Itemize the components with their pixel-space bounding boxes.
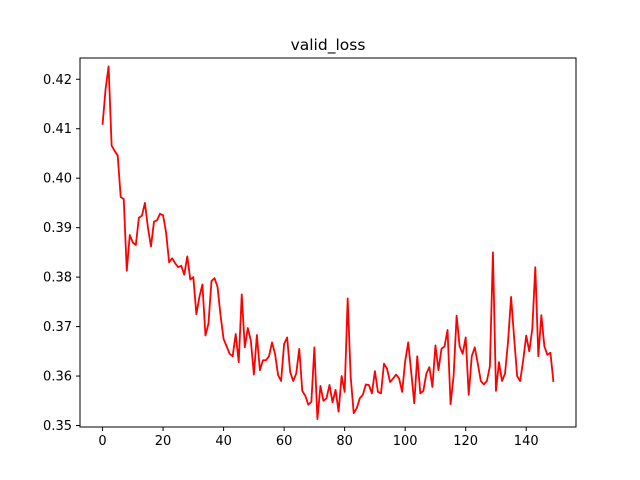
y-axis: 0.35 0.36 0.37 0.38 0.39 0.40 0.41 0.42 [43,73,80,434]
y-tick-label: 0.41 [43,122,72,137]
x-tick-label: 20 [155,434,172,449]
y-tick-label: 0.38 [43,271,72,286]
x-tick-label: 100 [393,434,418,449]
x-axis: 0 20 40 60 80 100 120 140 [98,427,539,449]
chart-title: valid_loss [291,36,366,55]
x-tick-label: 120 [453,434,478,449]
plot-area [101,65,555,420]
x-tick-label: 40 [215,434,232,449]
y-tick-label: 0.35 [43,419,72,434]
x-tick-label: 80 [336,434,353,449]
x-tick-label: 60 [276,434,293,449]
x-tick-label: 140 [514,434,539,449]
axes-frame [79,57,577,428]
y-tick-label: 0.37 [43,320,72,335]
y-tick-label: 0.42 [43,73,72,88]
series-line [101,65,555,420]
y-tick-label: 0.40 [43,172,72,187]
x-tick-label: 0 [98,434,106,449]
y-tick-label: 0.39 [43,221,72,236]
y-tick-label: 0.36 [43,370,72,385]
